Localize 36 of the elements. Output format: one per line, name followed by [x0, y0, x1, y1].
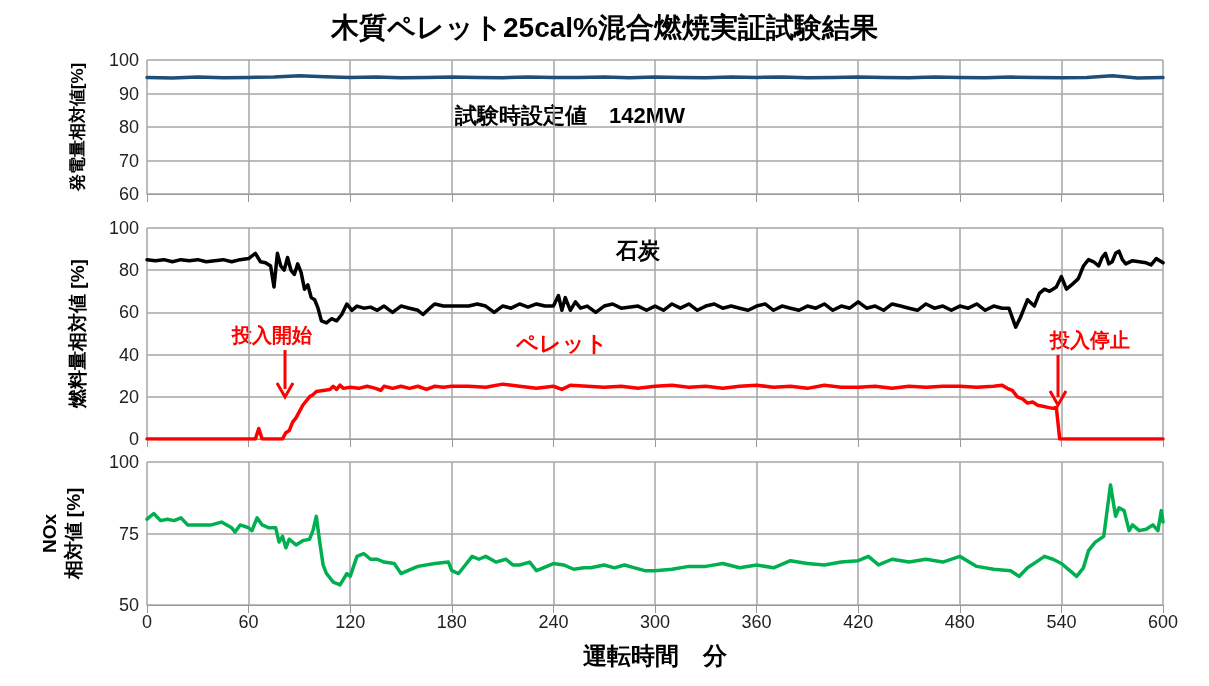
x-tick-label: 120	[335, 612, 366, 632]
chart-title: 木質ペレット25cal%混合燃焼実証試験結果	[330, 11, 878, 43]
y-tick-label: 100	[108, 50, 139, 70]
y-tick-label: 0	[128, 429, 139, 449]
annotation: 投入開始	[231, 324, 313, 346]
x-tick-label: 60	[238, 612, 259, 632]
y-tick-label: 70	[118, 150, 139, 171]
series-label: ペレット	[514, 330, 608, 356]
y-axis-title: 発電量相対値[%]	[67, 62, 87, 193]
x-tick-label: 600	[1147, 612, 1179, 632]
y-tick-label: 20	[118, 386, 139, 407]
annotation: 試験時設定値 142MW	[454, 102, 686, 128]
x-tick-label: 420	[843, 612, 874, 632]
y-tick-label: 60	[118, 302, 139, 323]
x-tick-label: 360	[741, 612, 772, 632]
x-tick-label: 0	[141, 612, 153, 632]
y-tick-label: 100	[108, 218, 139, 238]
y-axis-title: 燃料量相対値 [%]	[66, 259, 88, 409]
x-tick-label: 480	[944, 612, 975, 632]
series-label: 石炭	[615, 237, 662, 263]
line-series	[145, 483, 1165, 587]
x-tick-label: 180	[436, 612, 467, 632]
y-axis-title: NOx 相対値 [%]	[38, 487, 84, 581]
y-tick-label: 80	[118, 117, 139, 137]
y-tick-label: 75	[118, 523, 139, 544]
y-tick-label: 90	[118, 83, 139, 104]
x-tick-label: 300	[639, 612, 671, 632]
y-tick-label: 50	[118, 595, 139, 615]
x-tick-label: 240	[538, 612, 569, 632]
y-tick-label: 60	[118, 184, 139, 204]
x-axis-title: 運転時間 分	[583, 641, 728, 669]
y-tick-label: 80	[118, 260, 139, 281]
y-tick-label: 100	[108, 452, 139, 472]
x-tick-label: 540	[1046, 612, 1077, 632]
annotation: 投入停止	[1049, 329, 1130, 351]
y-tick-label: 40	[118, 344, 139, 365]
